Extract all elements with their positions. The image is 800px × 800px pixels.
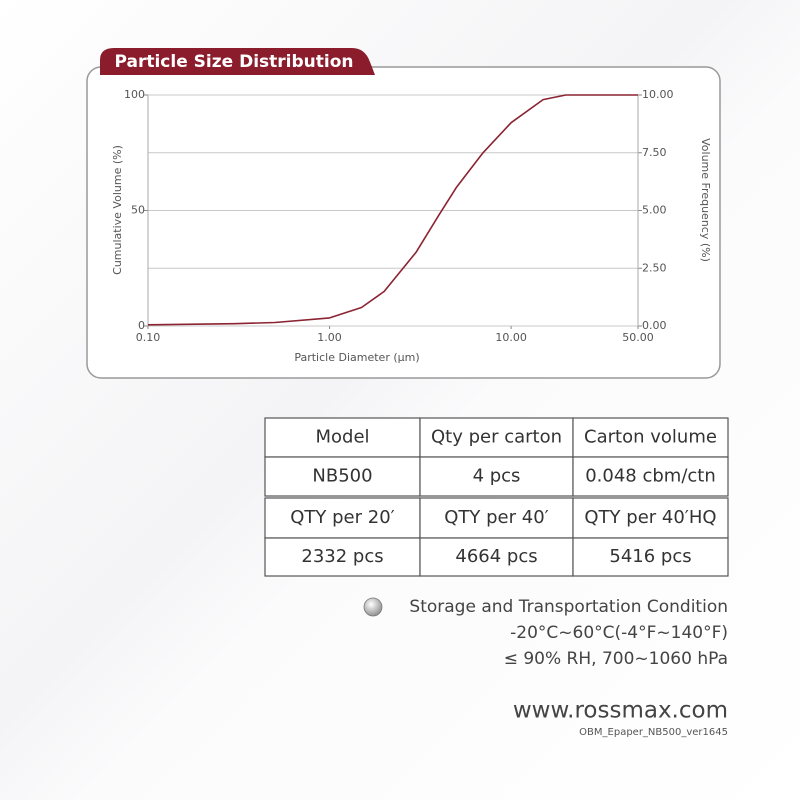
table-cell [264,497,421,539]
table-value: 5416 pcs [609,546,691,567]
table-cell [419,537,574,577]
table-cell [419,417,574,458]
table-cell [572,497,729,539]
table-cell [419,456,574,497]
table-cell [572,417,729,458]
table-header: QTY per 40′ [444,507,549,528]
plot: 0.00 2.50 5.00 7.50 10.00 0 50 100 0.10 1.00 10.00… [124,88,674,344]
x-tick-label: 1.00 [317,331,342,344]
x-tick-label: 0.10 [136,331,161,344]
y2-tick-label: 5.00 [642,204,667,217]
table-value: NB500 [312,466,372,487]
table-cell [572,537,729,577]
x-axis-label: Particle Diameter (μm) [294,351,419,364]
doc-code: OBM_Epaper_NB500_ver1645 [579,727,728,738]
table-value: 0.048 cbm/ctn [585,466,716,487]
table-value: 4 pcs [473,466,521,487]
x-tick-label: 10.00 [495,331,527,344]
chart-panel [86,66,721,379]
storage-line: -20°C~60°C(-4°F~140°F) [510,623,728,643]
title-tab [100,48,375,75]
table-cell [264,537,421,577]
table-header: Qty per carton [431,427,562,448]
table: Model Qty per carton Carton volume NB500 4 p… [264,417,729,577]
bullet-icon [363,597,383,617]
y2-tick-label: 2.50 [642,261,667,274]
data-line [147,94,638,326]
y2-tick-label: 7.50 [642,146,667,159]
table-header: QTY per 20′ [290,507,395,528]
table-header: QTY per 40′HQ [584,507,716,528]
table-header: Carton volume [584,427,717,448]
y-tick-label: 0 [138,319,145,332]
y2-tick-label: 10.00 [642,88,674,101]
storage-line: ≤ 90% RH, 700~1060 hPa [504,649,728,669]
chart-title: Particle Size Distribution [115,52,354,72]
table-value: 4664 pcs [455,546,537,567]
storage-title: Storage and Transportation Condition [409,597,728,617]
y-tick-label: 100 [124,88,145,101]
y2-tick-label: 0.00 [642,319,667,332]
y-tick-label: 50 [131,204,145,217]
x-tick-label: 50.00 [622,331,654,344]
table-cell [264,456,421,497]
table-cell [572,456,729,497]
table-header: Model [315,427,369,448]
y-axis-label: Cumulative Volume (%) [111,145,124,275]
website: www.rossmax.com [513,698,728,724]
table-value: 2332 pcs [301,546,383,567]
y2-axis-label: Volume Frequency (%) [699,138,712,262]
